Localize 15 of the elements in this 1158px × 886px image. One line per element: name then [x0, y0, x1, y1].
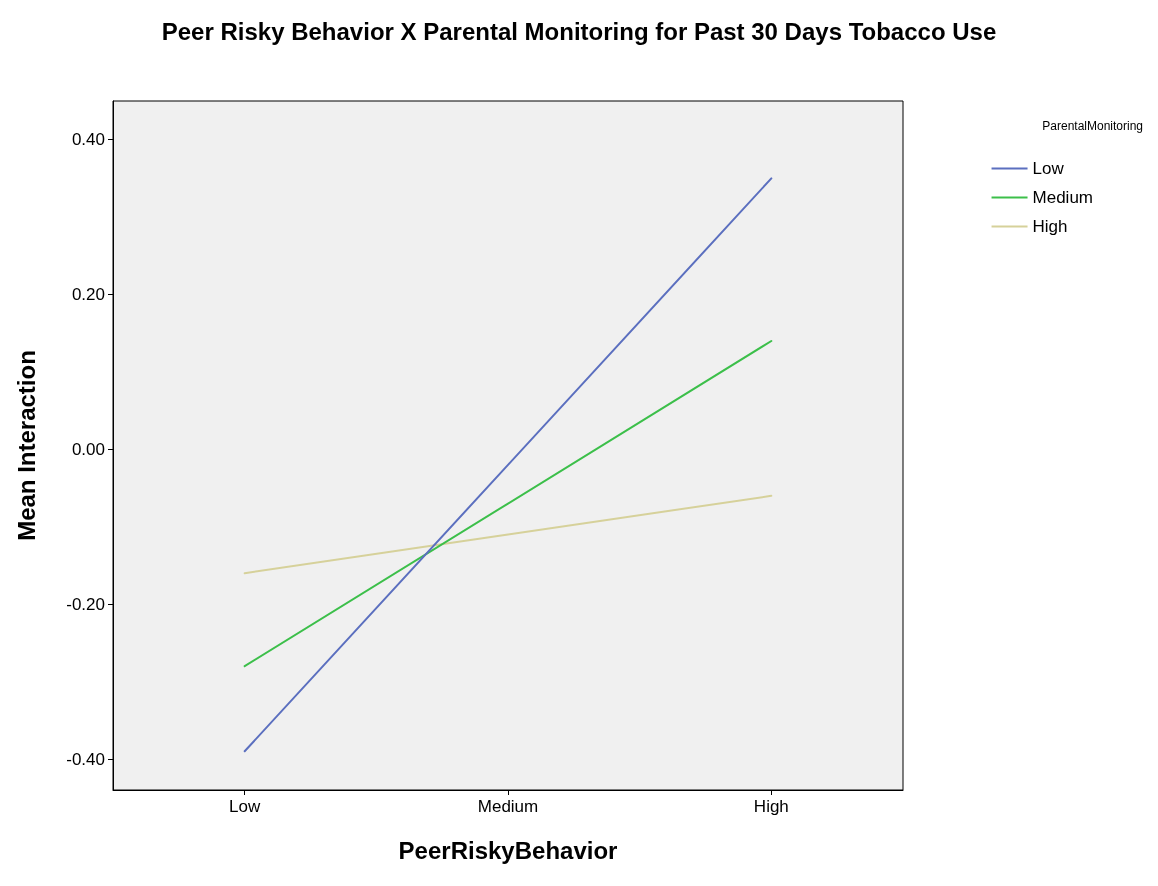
y-tick-label: -0.20 [66, 594, 105, 614]
y-axis-title: Mean Interaction [12, 350, 40, 541]
x-tick-label: Medium [477, 797, 539, 816]
x-tick-label: High [753, 797, 789, 816]
y-tick-label: 0.40 [71, 130, 105, 150]
legend-label: High [1032, 217, 1068, 236]
legend-title: ParentalMonitoring [1042, 119, 1144, 133]
legend-label: Medium [1032, 188, 1094, 207]
y-tick-label: -0.40 [66, 749, 105, 769]
chart-title: Peer Risky Behavior X Parental Monitoring for Past 30 Days Tobacco Use [161, 17, 997, 45]
y-tick-label: 0.00 [71, 439, 105, 459]
legend-label: Low [1032, 159, 1065, 178]
y-tick-label: 0.20 [71, 285, 105, 305]
x-tick-label: Low [229, 797, 261, 816]
x-axis-title: PeerRiskyBehavior [398, 836, 618, 864]
